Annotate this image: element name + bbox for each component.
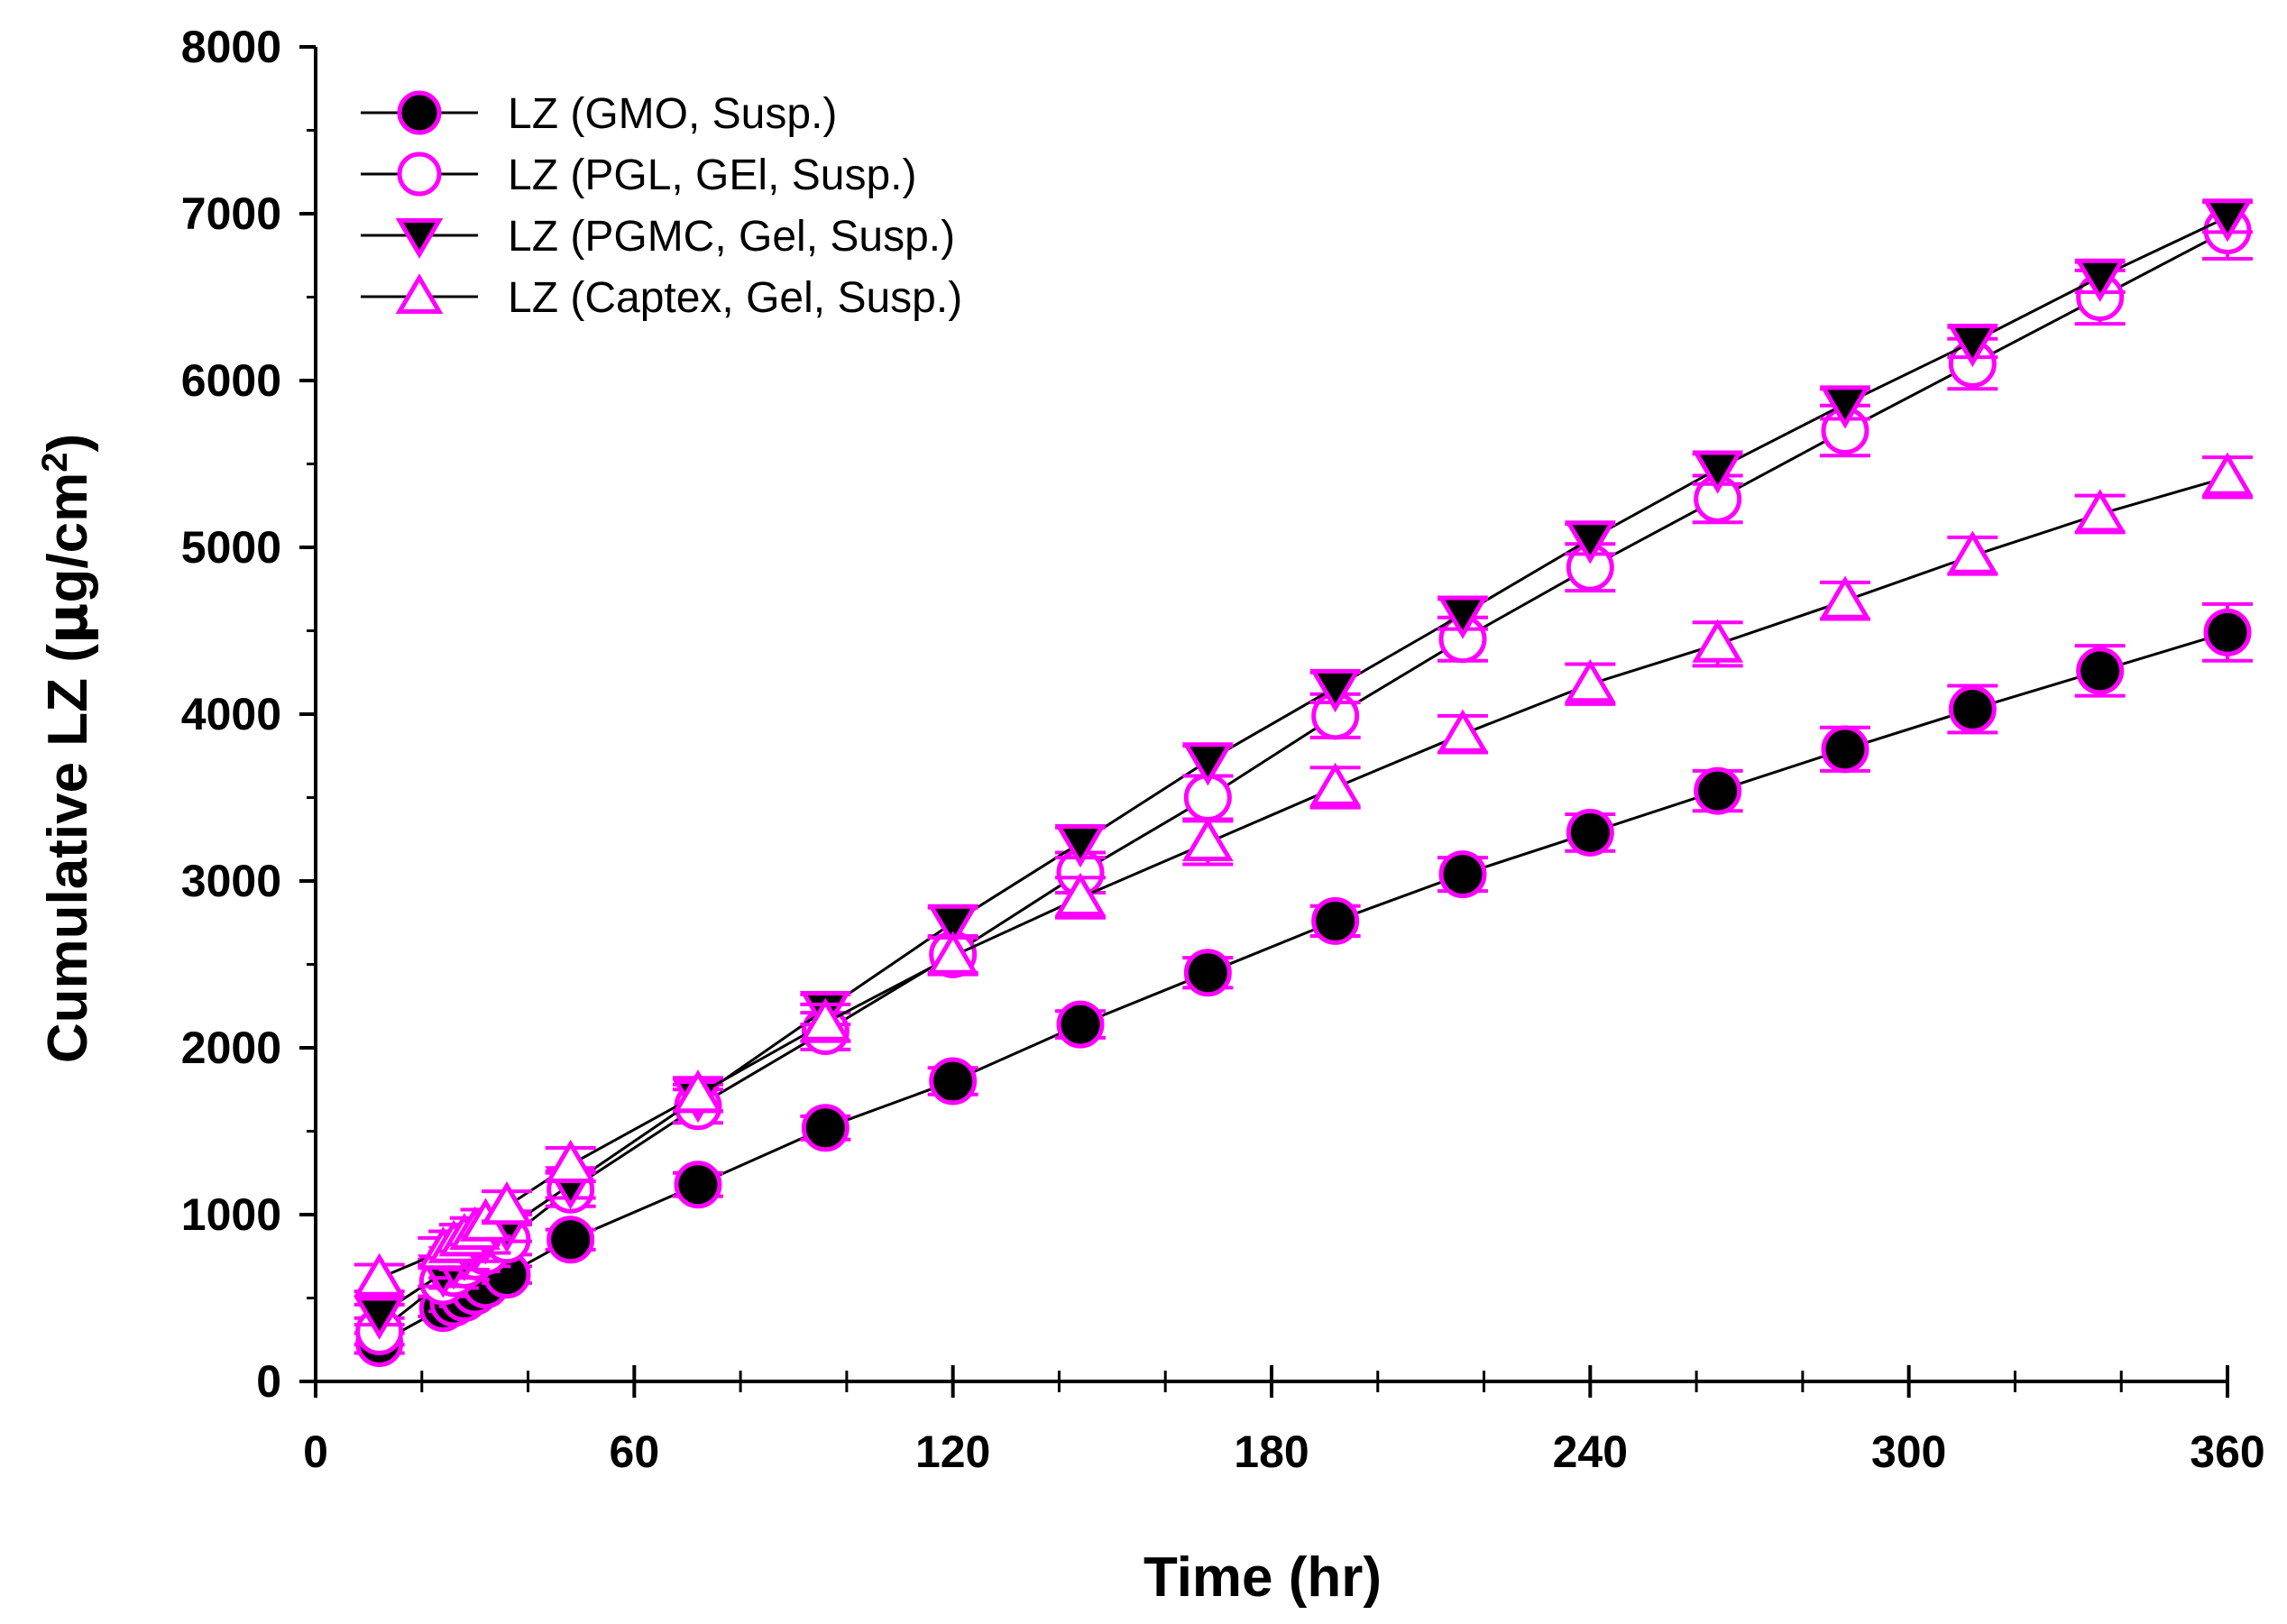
marker-circle [1056, 1000, 1105, 1049]
marker-triangle-up [1692, 619, 1744, 663]
series-1 [354, 601, 2253, 1367]
series-4 [354, 452, 2254, 1297]
marker-circle [1694, 766, 1742, 815]
x-axis-title: Time (hr) [1144, 1546, 1382, 1609]
marker-triangle-up [1946, 530, 1998, 574]
marker-triangle-down [395, 218, 444, 259]
y-axis-title-sup: 2 [35, 453, 75, 473]
x-tick-label: 360 [2190, 1427, 2264, 1477]
marker-triangle-down [1819, 385, 1871, 429]
legend-item: LZ (PGMC, Gel, Susp.) [361, 213, 955, 261]
y-axis-title-mu: μ [34, 602, 100, 644]
marker-circle [929, 1057, 978, 1106]
y-tick-label: 7000 [181, 188, 281, 239]
marker-triangle-down [2074, 258, 2126, 303]
marker-triangle-down [1692, 450, 1744, 494]
y-tick-label: 5000 [181, 522, 281, 573]
y-axis-title-main: Cumulative LZ ( [37, 644, 99, 1063]
marker-triangle-up [1054, 872, 1107, 916]
marker-circle [397, 151, 442, 197]
marker-circle [1183, 949, 1232, 997]
y-axis-title: Cumulative LZ (μg/cm2) [34, 434, 100, 1063]
marker-triangle-up [481, 1181, 533, 1225]
legend-label: LZ (GMO, Susp.) [508, 90, 837, 138]
marker-triangle-down [1054, 823, 1107, 868]
marker-circle [1566, 808, 1614, 857]
series-2 [354, 200, 2253, 1355]
y-axis-title-close: ) [37, 434, 99, 453]
marker-triangle-up [545, 1139, 597, 1183]
marker-triangle-up [1564, 658, 1616, 703]
marker-circle [801, 1104, 850, 1152]
marker-triangle-up [354, 1252, 406, 1297]
marker-triangle-down [1437, 595, 1489, 639]
series-line [378, 216, 2228, 1317]
x-tick-label: 240 [1553, 1427, 1628, 1477]
x-tick-label: 300 [1871, 1427, 1946, 1477]
legend: LZ (GMO, Susp.) LZ (PGL, GEl, Susp.) LZ (P… [361, 90, 962, 322]
marker-triangle-up [799, 997, 851, 1041]
series-line [378, 229, 2228, 1333]
marker-triangle-up [1437, 709, 1489, 753]
series-line [378, 630, 2228, 1344]
marker-triangle-down [354, 1296, 406, 1340]
legend-label: LZ (PGMC, Gel, Susp.) [508, 213, 955, 261]
legend-item: LZ (PGL, GEl, Susp.) [361, 151, 916, 199]
y-tick-label: 2000 [181, 1023, 281, 1073]
marker-triangle-up [1181, 817, 1234, 861]
marker-triangle-up [927, 931, 979, 975]
x-tick-label: 180 [1234, 1427, 1309, 1477]
legend-label: LZ (Captex, Gel, Susp.) [508, 274, 962, 322]
y-tick-label: 8000 [181, 22, 281, 72]
marker-triangle-up [1819, 575, 1871, 619]
marker-circle [1821, 725, 1869, 774]
y-tick-label: 1000 [181, 1189, 281, 1240]
x-tick-label: 0 [303, 1427, 328, 1477]
marker-circle [1311, 896, 1360, 945]
marker-circle [397, 90, 442, 135]
marker-triangle-up [672, 1069, 724, 1114]
series-line [379, 475, 2228, 1280]
marker-circle [2076, 647, 2125, 695]
legend-item: LZ (GMO, Susp.) [361, 90, 837, 138]
axes: 0 1000 2000 3000 4000 5000 6000 7000 8000 0 60 120 1… [181, 22, 2265, 1477]
marker-triangle-up [395, 273, 444, 314]
marker-circle [1438, 850, 1487, 899]
marker-triangle-up [1309, 762, 1362, 806]
marker-triangle-down [2201, 198, 2254, 243]
marker-triangle-down [1564, 520, 1616, 564]
series-layer [354, 198, 2254, 1367]
marker-triangle-up [2074, 489, 2126, 533]
marker-triangle-down [1181, 742, 1234, 786]
marker-circle [546, 1216, 595, 1264]
y-tick-label: 3000 [181, 856, 281, 906]
marker-circle [2203, 608, 2252, 656]
x-tick-label: 60 [610, 1427, 660, 1477]
legend-item: LZ (Captex, Gel, Susp.) [361, 273, 962, 322]
marker-circle [674, 1161, 722, 1209]
y-tick-label: 6000 [181, 355, 281, 406]
x-tick-label: 120 [915, 1427, 990, 1477]
marker-triangle-up [2201, 452, 2254, 496]
marker-triangle-down [1946, 323, 1998, 368]
marker-circle [1948, 684, 1997, 733]
y-tick-label: 0 [256, 1356, 281, 1407]
legend-label: LZ (PGL, GEl, Susp.) [508, 151, 916, 199]
marker-triangle-down [927, 904, 979, 948]
y-tick-label: 4000 [181, 689, 281, 739]
y-axis-title-unit: g/cm [37, 473, 99, 603]
marker-triangle-down [1309, 668, 1362, 713]
